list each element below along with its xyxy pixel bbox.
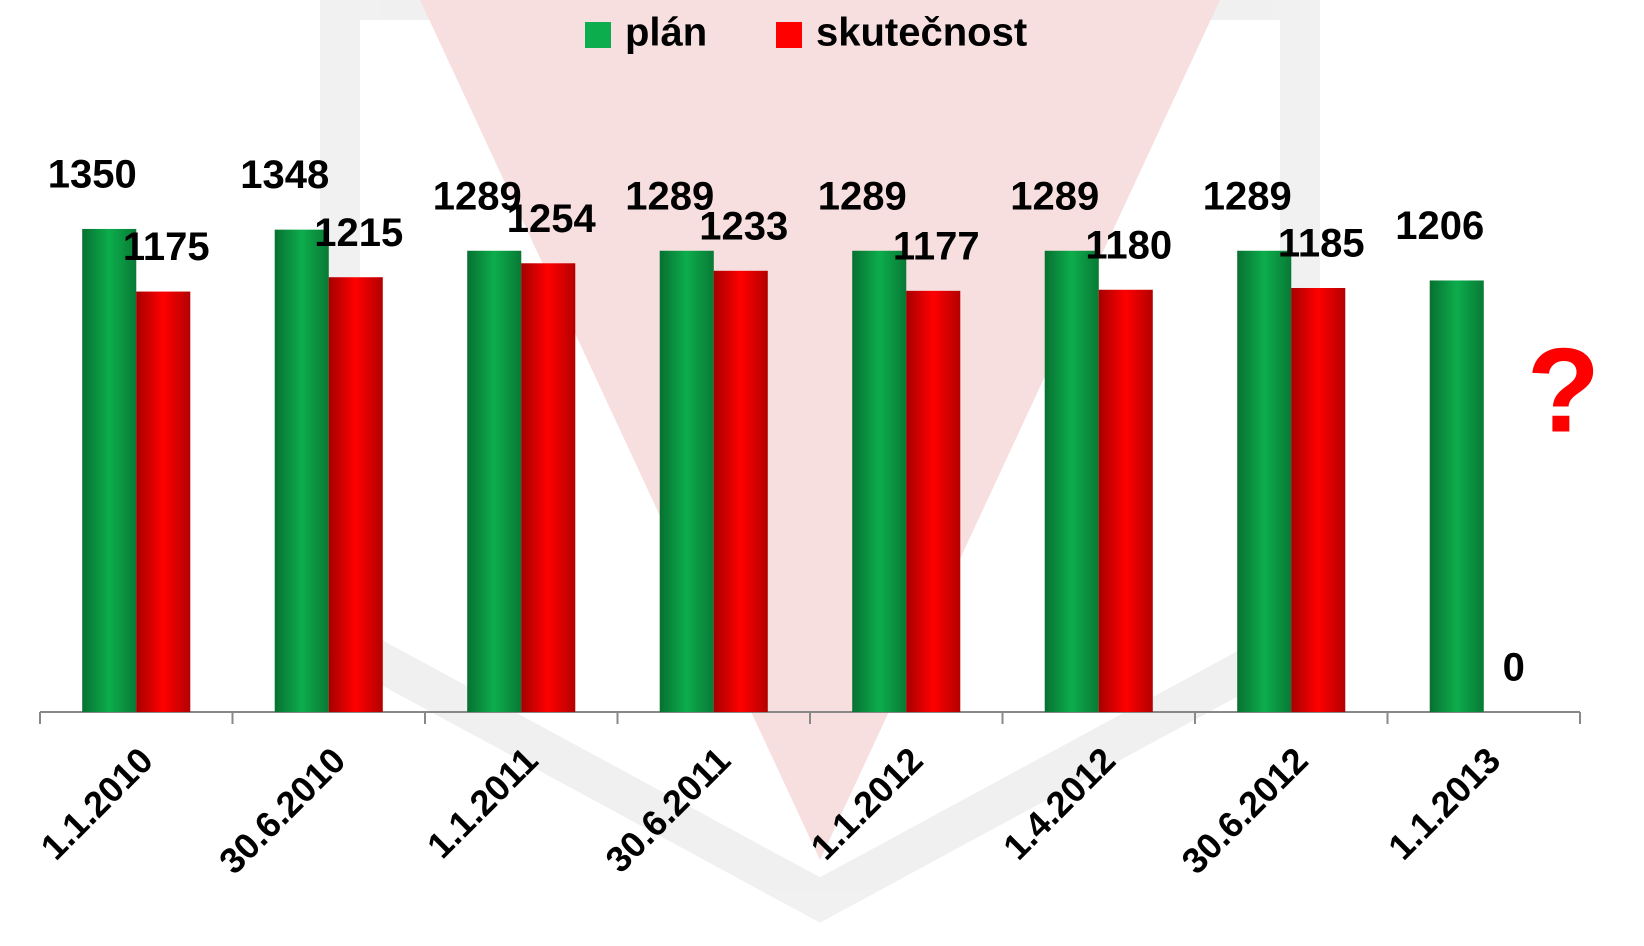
bar-shade [1237,251,1291,712]
data-label: 1215 [314,211,403,255]
data-label: 1206 [1395,204,1484,248]
data-label: 1289 [1010,174,1099,218]
x-tick-label: 1.1.2010 [33,739,161,867]
legend-swatch [585,22,611,48]
annotation: ? [1527,324,1600,458]
bar-shade [521,263,575,712]
chart: ? plán skutečnost 1.1.2010 1350 1175 30.6.201… [0,0,1644,946]
bar-shade [467,251,521,712]
bar-shade [906,291,960,712]
data-label: 1350 [48,153,137,197]
bar-shade [852,251,906,712]
data-label: 1180 [1085,223,1172,267]
bar-shade [1291,288,1345,712]
data-label: 1233 [699,204,788,248]
bar-shade [1430,280,1484,712]
bar-shade [1045,251,1099,712]
bar-shade [714,271,768,712]
legend-swatch [776,22,802,48]
data-label: 1348 [240,153,329,197]
data-label: 1177 [893,224,980,268]
bar-shade [275,230,329,712]
bar-shade [1099,290,1153,712]
data-label: 1185 [1278,222,1365,266]
x-tick-label: 30.6.2010 [211,739,353,881]
x-tick-label: 1.1.2011 [419,739,546,866]
data-label: 1289 [818,174,907,218]
data-label: 1175 [123,225,210,269]
legend-label: skutečnost [816,11,1027,55]
legend-label: plán [625,11,707,55]
data-label: 0 [1503,646,1525,690]
data-label: 1289 [1203,174,1292,218]
data-label: 1254 [507,197,597,241]
x-tick-label: 1.1.2013 [1380,739,1508,867]
bar-shade [329,277,383,712]
bar-shade [82,229,136,712]
x-tick-label: 30.6.2012 [1173,739,1315,881]
bar-shade [136,292,190,712]
bar-shade [660,251,714,712]
